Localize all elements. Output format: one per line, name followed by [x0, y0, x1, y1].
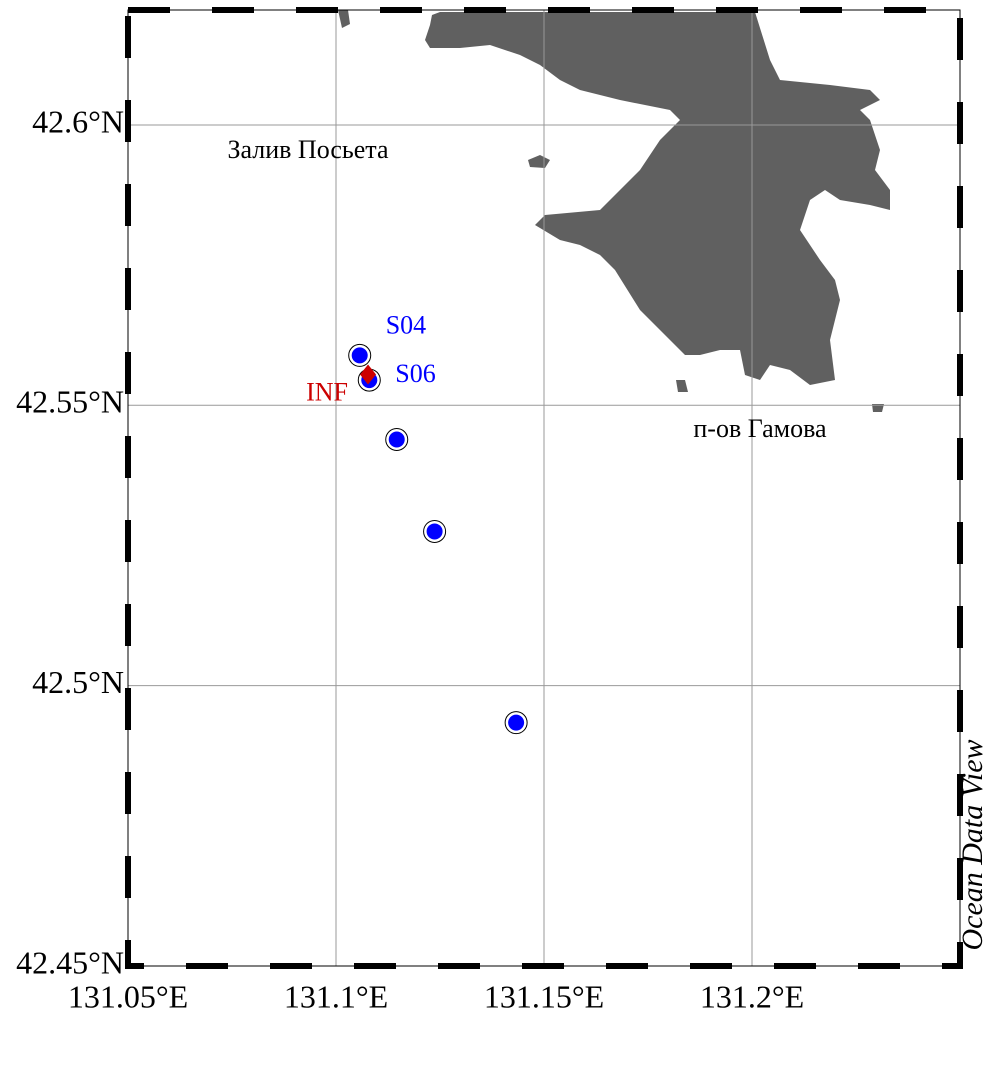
point — [388, 431, 405, 448]
marks — [348, 343, 528, 735]
point-label: S06 — [395, 359, 435, 388]
y-tick-label: 42.45°N — [16, 944, 124, 980]
y-tick-label: 42.6°N — [32, 103, 124, 139]
annotation: Залив Посьета — [227, 135, 389, 164]
point-label: INF — [306, 377, 348, 406]
x-tick-label: 131.15°E — [484, 978, 604, 1014]
x-tick-label: 131.05°E — [68, 978, 188, 1014]
watermark: Ocean Data View — [956, 739, 989, 950]
y-tick-label: 42.55°N — [16, 384, 124, 420]
annotation: п-ов Гамова — [693, 414, 827, 443]
frame-dashes — [125, 7, 963, 969]
x-tick-label: 131.1°E — [284, 978, 388, 1014]
point — [360, 364, 377, 385]
point — [351, 347, 368, 364]
y-tick-label: 42.5°N — [32, 664, 124, 700]
point — [426, 523, 443, 540]
point-label: S04 — [386, 310, 426, 339]
point — [508, 714, 525, 731]
x-tick-label: 131.2°E — [700, 978, 804, 1014]
